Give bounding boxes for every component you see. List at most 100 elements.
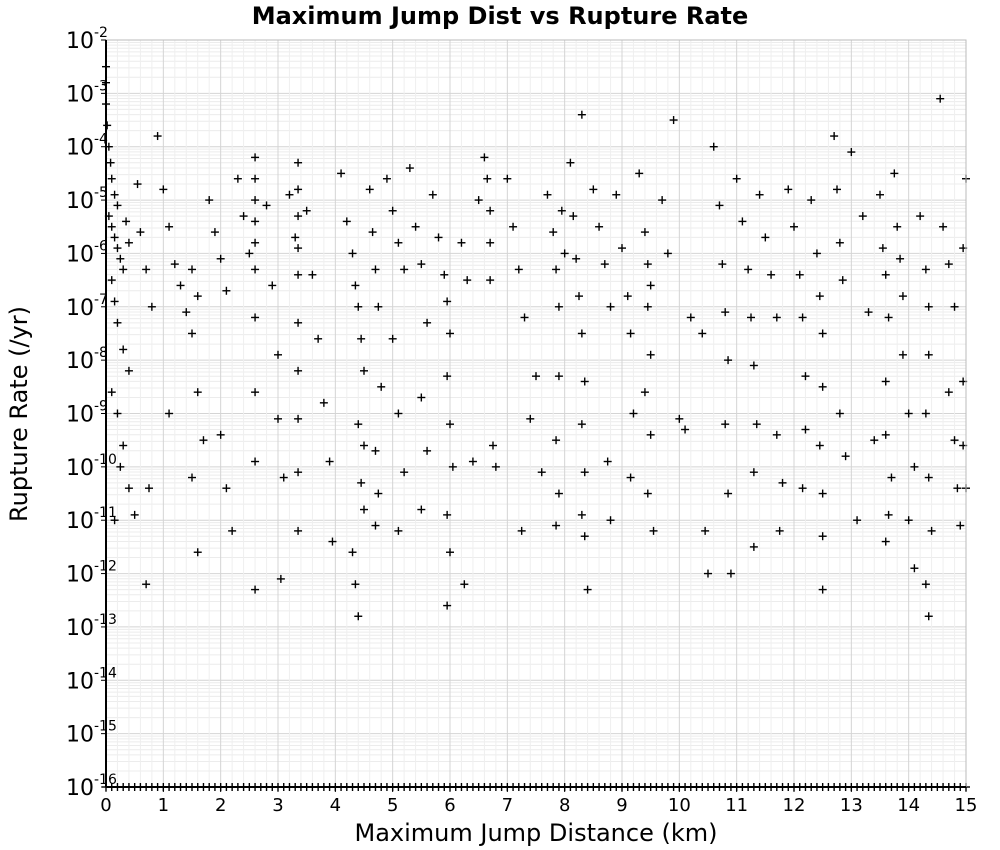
data-point xyxy=(646,350,655,359)
data-point xyxy=(165,409,174,418)
data-point xyxy=(841,452,850,461)
data-point xyxy=(623,292,632,301)
data-point xyxy=(595,222,604,231)
x-tick-label: 1 xyxy=(158,795,169,816)
data-point xyxy=(274,350,282,359)
data-point xyxy=(110,297,119,306)
data-point xyxy=(884,313,893,322)
data-point xyxy=(351,580,360,589)
x-tick-label: 11 xyxy=(725,795,748,816)
y-axis-ticks: 10-2 10-3 10-4 10-5 10-6 10-7 10-8 10-9 10-10 10-… xyxy=(66,25,117,801)
data-point xyxy=(801,425,810,434)
data-point xyxy=(374,489,383,498)
data-point xyxy=(193,548,202,557)
data-point xyxy=(268,281,277,290)
data-point xyxy=(400,468,409,477)
data-point xyxy=(721,420,730,429)
data-point xyxy=(646,430,655,439)
data-point xyxy=(176,281,185,290)
y-tick-label: 10-10 xyxy=(66,452,117,481)
data-point xyxy=(853,516,862,525)
data-point xyxy=(228,526,237,535)
data-point xyxy=(798,313,807,322)
data-point xyxy=(896,254,905,263)
data-point xyxy=(199,436,208,445)
x-tick-label: 15 xyxy=(955,795,978,816)
data-point xyxy=(552,265,561,274)
data-point xyxy=(124,484,133,493)
data-point xyxy=(575,292,583,301)
data-point xyxy=(658,196,667,205)
data-point xyxy=(910,462,919,471)
data-point xyxy=(606,516,615,525)
data-point xyxy=(646,281,655,290)
data-point xyxy=(626,473,635,482)
data-point xyxy=(486,276,495,285)
data-point xyxy=(325,457,334,466)
data-point xyxy=(188,265,196,274)
data-point xyxy=(119,345,128,354)
data-point xyxy=(262,201,271,210)
data-point xyxy=(165,222,174,231)
x-tick-label: 7 xyxy=(502,795,513,816)
data-point xyxy=(251,153,260,162)
data-point xyxy=(443,510,452,519)
data-point xyxy=(589,185,598,194)
data-point xyxy=(328,537,337,546)
data-point xyxy=(577,329,586,338)
data-point xyxy=(417,260,426,269)
data-point xyxy=(884,510,893,519)
data-point xyxy=(239,212,248,221)
data-point xyxy=(294,158,303,167)
x-tick-label: 0 xyxy=(100,795,111,816)
x-axis-label: Maximum Jump Distance (km) xyxy=(355,819,718,847)
data-point xyxy=(251,585,260,594)
data-point xyxy=(916,212,925,221)
data-point xyxy=(448,462,457,471)
data-point xyxy=(291,233,300,242)
data-point xyxy=(351,281,360,290)
data-point xyxy=(103,121,112,130)
data-point xyxy=(491,462,500,471)
data-point xyxy=(554,372,563,381)
data-point xyxy=(698,329,707,338)
x-tick-label: 6 xyxy=(444,795,455,816)
data-point xyxy=(360,366,368,375)
data-point xyxy=(374,302,383,311)
data-point xyxy=(552,436,561,445)
data-point xyxy=(557,206,566,215)
data-point xyxy=(222,286,231,295)
data-point xyxy=(457,238,466,247)
data-point xyxy=(790,222,798,231)
x-tick-label: 13 xyxy=(840,795,863,816)
y-tick-label: 10-13 xyxy=(66,612,117,641)
data-point xyxy=(643,302,652,311)
x-tick-label: 12 xyxy=(783,795,806,816)
data-point xyxy=(116,462,125,471)
data-point xyxy=(724,489,733,498)
data-point xyxy=(294,244,303,253)
data-point xyxy=(136,228,145,237)
data-point xyxy=(580,377,589,386)
chart-title: Maximum Jump Dist vs Rupture Rate xyxy=(252,2,749,30)
data-point xyxy=(701,526,710,535)
data-point xyxy=(245,249,254,258)
data-point xyxy=(815,441,824,450)
data-point xyxy=(847,148,856,157)
data-point xyxy=(294,366,303,375)
data-point xyxy=(893,222,902,231)
data-point xyxy=(749,468,758,477)
data-point xyxy=(549,228,558,237)
data-point xyxy=(686,313,695,322)
data-point xyxy=(460,580,469,589)
data-point xyxy=(554,302,563,311)
data-point xyxy=(709,142,718,151)
data-point xyxy=(514,265,523,274)
data-point xyxy=(640,388,649,397)
data-point xyxy=(113,409,122,418)
data-point xyxy=(205,196,214,205)
y-tick-label: 10-14 xyxy=(66,665,117,694)
data-point xyxy=(423,446,432,455)
data-point xyxy=(815,292,824,301)
